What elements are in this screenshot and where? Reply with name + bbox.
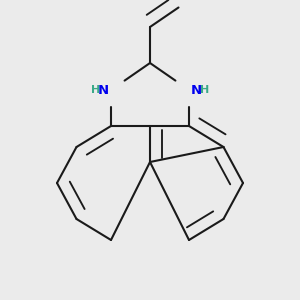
Text: H: H <box>91 85 100 95</box>
Text: N: N <box>191 83 202 97</box>
Text: H: H <box>200 85 209 95</box>
Text: N: N <box>98 83 109 97</box>
